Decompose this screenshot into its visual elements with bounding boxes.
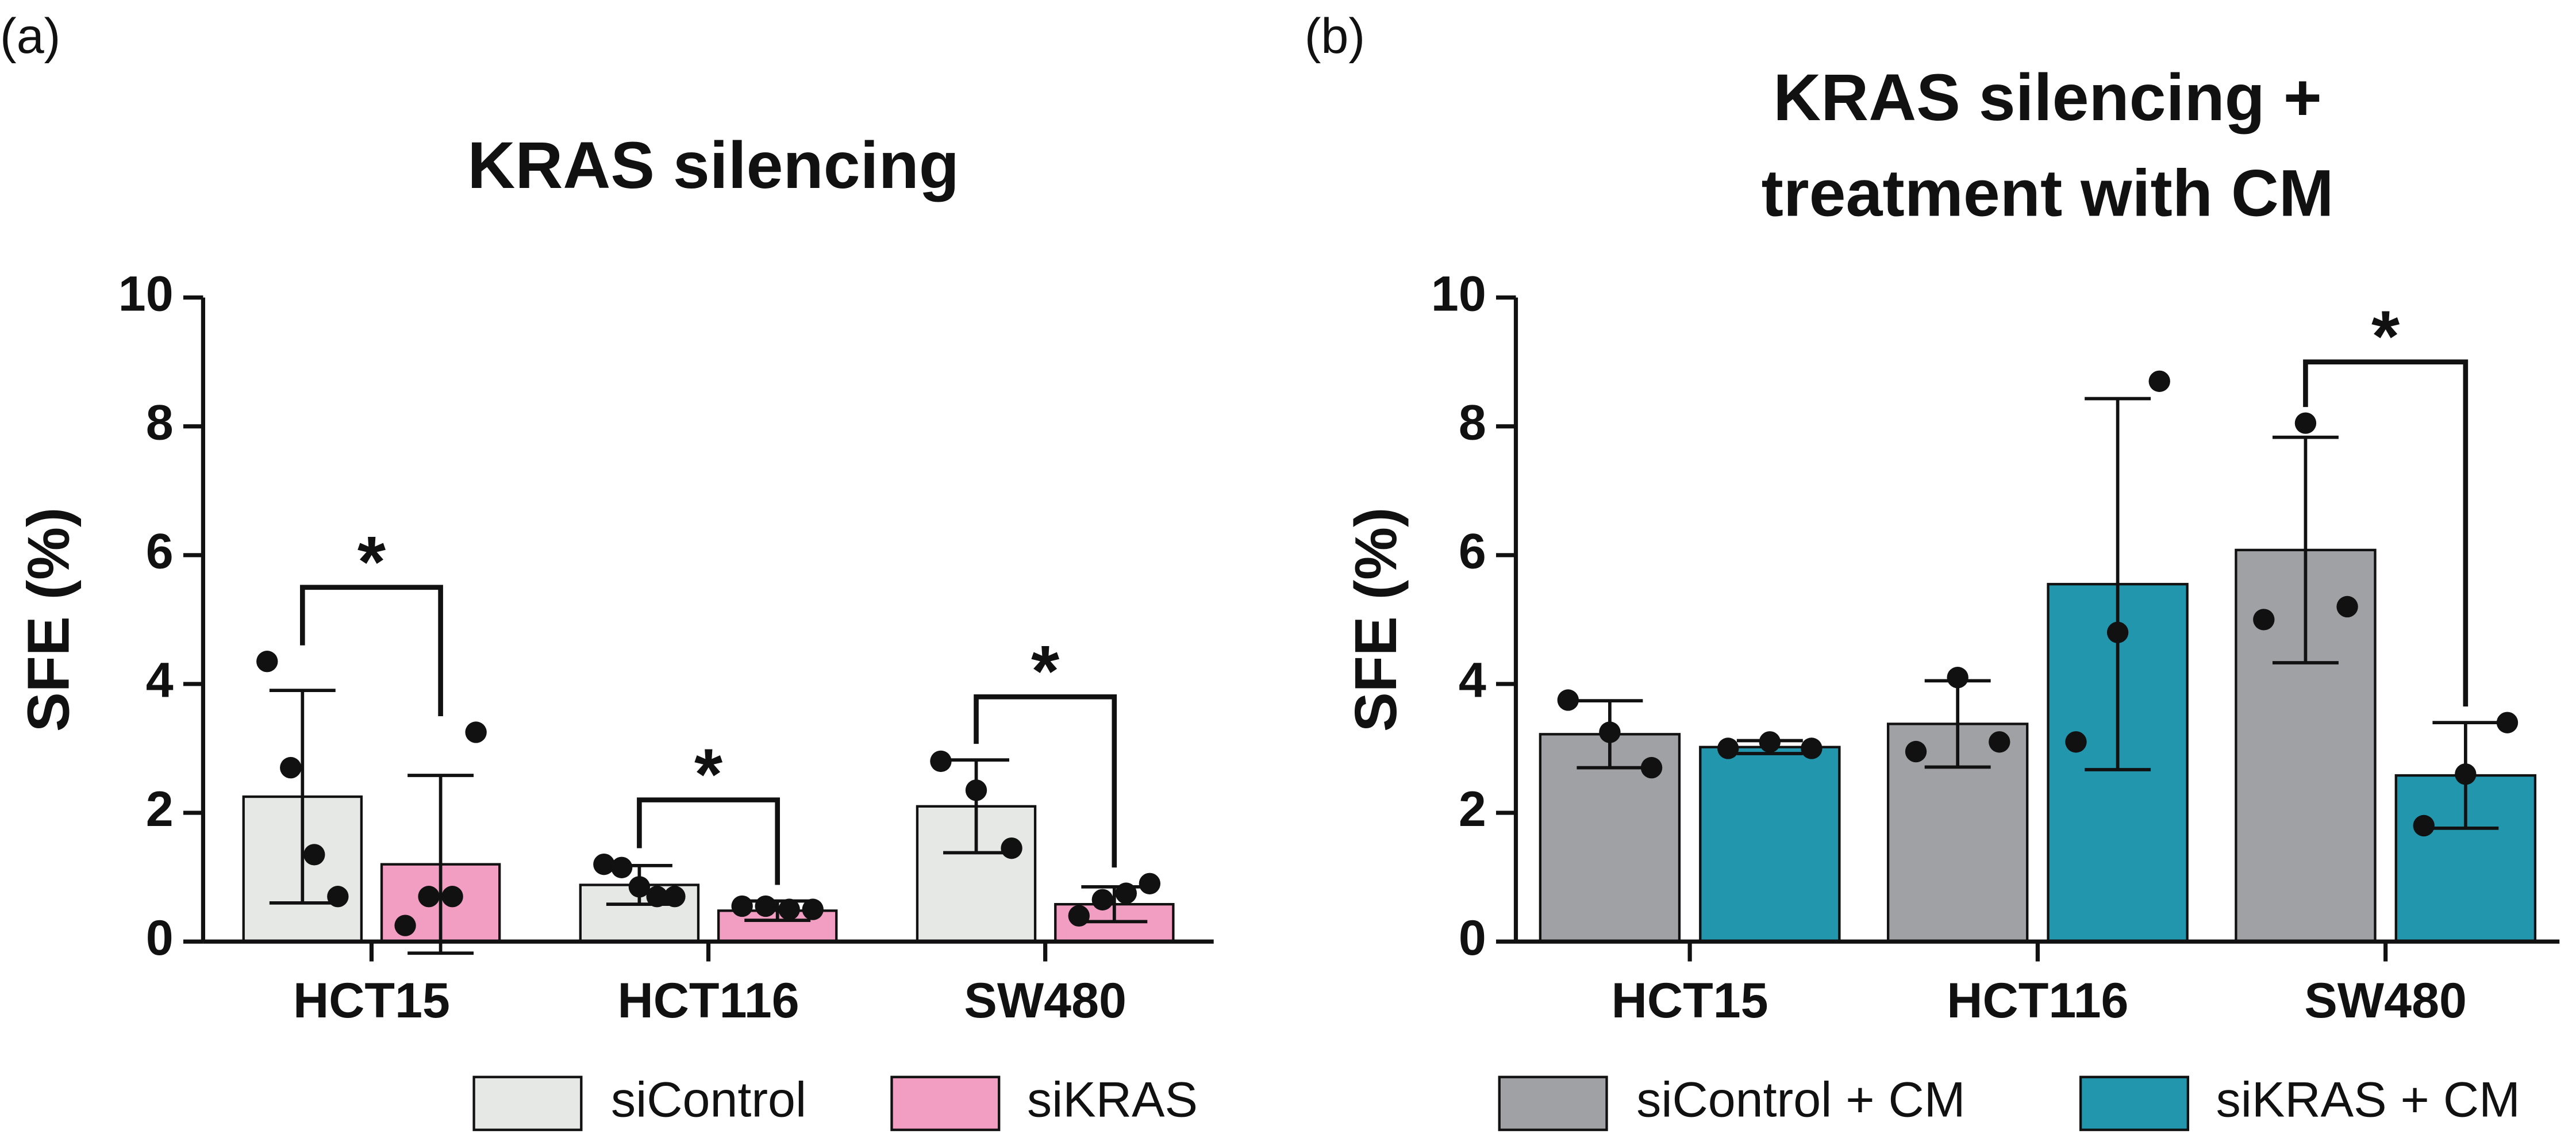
x-tick-label: SW480 <box>2304 973 2467 1028</box>
error-bar <box>744 899 811 923</box>
data-point <box>441 886 463 908</box>
data-point <box>1001 837 1022 859</box>
y-tick-label: 6 <box>146 524 174 579</box>
data-point <box>646 886 668 908</box>
data-point <box>1947 667 1968 689</box>
panel-label: (b) <box>1305 9 1365 64</box>
bracket-line <box>974 694 1117 868</box>
significance-star: * <box>694 734 723 815</box>
x-tick-label: HCT116 <box>1947 973 2128 1028</box>
y-tick-label: 0 <box>146 910 174 966</box>
data-point <box>965 779 987 801</box>
data-point <box>2496 712 2519 733</box>
legend-swatch <box>890 1075 1001 1131</box>
data-point <box>755 895 776 917</box>
data-point <box>1759 731 1781 753</box>
data-point <box>2106 621 2129 643</box>
data-point <box>930 750 952 773</box>
data-point <box>1989 731 2010 753</box>
y-axis-label: SFE (%) <box>14 508 81 732</box>
significance-bracket <box>637 797 781 885</box>
data-point <box>1801 737 1823 759</box>
error-bar <box>407 774 474 955</box>
data-point <box>303 844 325 866</box>
y-tick-label: 10 <box>1431 266 1486 321</box>
legend-swatch <box>1498 1075 1608 1131</box>
data-point <box>2148 370 2170 392</box>
y-tick-label: 2 <box>1459 782 1486 837</box>
x-tick-label: HCT116 <box>617 973 799 1028</box>
legend-swatch <box>2079 1075 2189 1131</box>
data-point <box>394 915 416 936</box>
chart-title: KRAS silencing <box>467 129 959 202</box>
data-point <box>2065 731 2087 753</box>
data-point <box>1717 737 1739 759</box>
panel-label: (a) <box>0 9 60 64</box>
data-point <box>664 886 686 908</box>
data-point <box>2336 595 2358 618</box>
data-point <box>418 886 440 908</box>
data-point <box>2455 763 2477 785</box>
data-point <box>731 895 753 917</box>
bar <box>1699 746 1841 943</box>
chart-title: KRAS silencing + <box>1773 61 2322 135</box>
bracket-line <box>299 585 443 716</box>
legend-swatch <box>472 1075 583 1131</box>
data-point <box>2294 412 2317 434</box>
bracket-line <box>2303 359 2469 707</box>
legend-label: siControl + CM <box>1636 1072 1965 1127</box>
x-tick-label: HCT15 <box>1612 973 1768 1028</box>
data-point <box>2413 814 2435 837</box>
data-point <box>628 876 651 898</box>
y-tick-label: 10 <box>118 266 174 321</box>
data-point <box>778 898 800 920</box>
data-point <box>256 651 278 673</box>
x-tick-label: HCT15 <box>293 973 450 1028</box>
y-tick-label: 4 <box>1459 653 1486 708</box>
x-tick-label: SW480 <box>964 973 1126 1028</box>
error-bar <box>943 758 1009 855</box>
bracket-line <box>637 797 781 885</box>
data-point <box>1640 756 1663 779</box>
y-tick-label: 4 <box>146 653 174 708</box>
error-bar <box>2085 397 2151 771</box>
legend-label: siKRAS + CM <box>2216 1072 2520 1127</box>
y-tick-label: 0 <box>1459 910 1486 966</box>
data-point <box>2253 609 2275 631</box>
error-bar <box>2272 435 2339 664</box>
legend-label: siKRAS <box>1027 1072 1198 1127</box>
significance-star: * <box>2371 296 2400 377</box>
data-point <box>610 856 633 878</box>
significance-bracket <box>2303 359 2469 707</box>
legend-label: siControl <box>611 1072 806 1127</box>
y-tick-label: 8 <box>1459 395 1486 450</box>
data-point <box>327 886 349 908</box>
chart-title: treatment with CM <box>1762 157 2334 230</box>
data-point <box>1068 905 1090 927</box>
data-point <box>1599 721 1621 743</box>
data-point <box>1557 689 1579 711</box>
data-point <box>1905 740 1927 763</box>
y-tick-label: 8 <box>146 395 174 450</box>
y-axis-label: SFE (%) <box>1342 508 1409 732</box>
data-point <box>1091 889 1113 910</box>
data-point <box>280 756 302 779</box>
significance-star: * <box>1031 631 1060 712</box>
data-point <box>465 721 487 743</box>
data-point <box>802 898 824 920</box>
significance-bracket <box>974 694 1117 868</box>
y-tick-label: 6 <box>1459 524 1486 579</box>
significance-star: * <box>357 521 386 602</box>
error-bar <box>1081 885 1148 924</box>
error-bar <box>269 689 336 905</box>
data-point <box>1139 873 1161 894</box>
data-point <box>593 853 615 875</box>
y-tick-label: 2 <box>146 782 174 837</box>
significance-bracket <box>299 585 443 716</box>
data-point <box>1115 882 1137 904</box>
